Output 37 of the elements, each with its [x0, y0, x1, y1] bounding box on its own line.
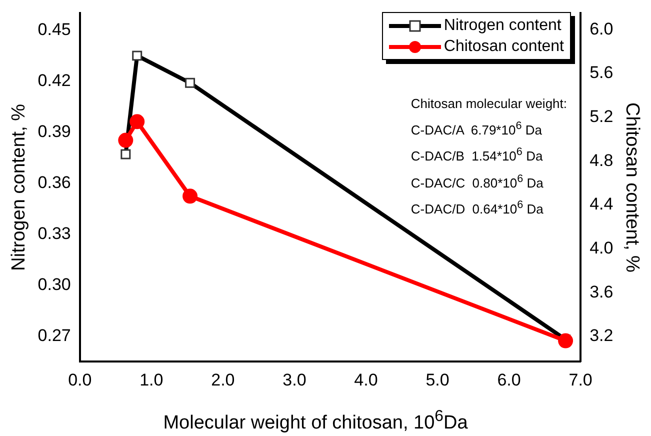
y-tick-label: 0.30: [38, 274, 71, 294]
y-tick-label: 0.33: [38, 224, 71, 243]
annotation: C-DAC/D 0.64*10$^{6}$ Da: [410, 198, 544, 218]
x-tick-label: 6.0: [497, 370, 521, 390]
y-tick-label: 0.36: [38, 172, 71, 192]
y2-axis-title: Chitosan content, %: [621, 102, 642, 273]
y2-tick-label: 5.6: [590, 63, 614, 82]
x-tick-label: 3.0: [282, 370, 306, 390]
y-tick-label: 0.42: [38, 70, 71, 90]
point: [182, 188, 198, 204]
annotation: Chitosan molecular weight:: [410, 95, 567, 113]
y-axis-title: Nitrogen content, %: [8, 104, 30, 271]
x-tick-label: 2.0: [211, 370, 235, 390]
x-tick-label: 5.0: [426, 370, 450, 390]
annotation: C-DAC/B 1.54*10$^{6}$ Da: [410, 145, 544, 166]
y2-tick-label: 4.4: [590, 194, 614, 214]
annotation: C-DAC/C 0.80*10$^{6}$ Da: [410, 172, 544, 192]
y-tick-label: 0.39: [38, 122, 71, 141]
x-axis-title: Molecular weight of chitosan, 10$^{6}$Da: [162, 408, 469, 434]
y2-tick-label: 4.8: [590, 150, 614, 170]
y2-tick-label: 3.6: [590, 282, 614, 302]
y2-tick-label: 5.2: [590, 106, 614, 126]
x-tick-label: 4.0: [354, 370, 378, 390]
y-tick-label: 0.45: [38, 20, 71, 39]
point: [558, 333, 574, 348]
y2-tick-label: 6.0: [590, 19, 614, 38]
legend-label: Nitrogen content: [444, 16, 562, 34]
point: [130, 114, 145, 130]
x-tick-label: 1.0: [140, 370, 164, 390]
y-tick-label: 0.27: [38, 326, 71, 345]
legend-label: Chitosan content: [444, 38, 564, 56]
y2-tick-label: 3.2: [590, 326, 614, 346]
x-tick-label: 0.0: [68, 370, 92, 390]
x-tick-label: 7.0: [568, 370, 592, 390]
annotation: C-DAC/A 6.79*10$^{6}$ Da: [410, 119, 543, 140]
y2-tick-label: 4.0: [590, 238, 614, 258]
point: [118, 132, 134, 148]
